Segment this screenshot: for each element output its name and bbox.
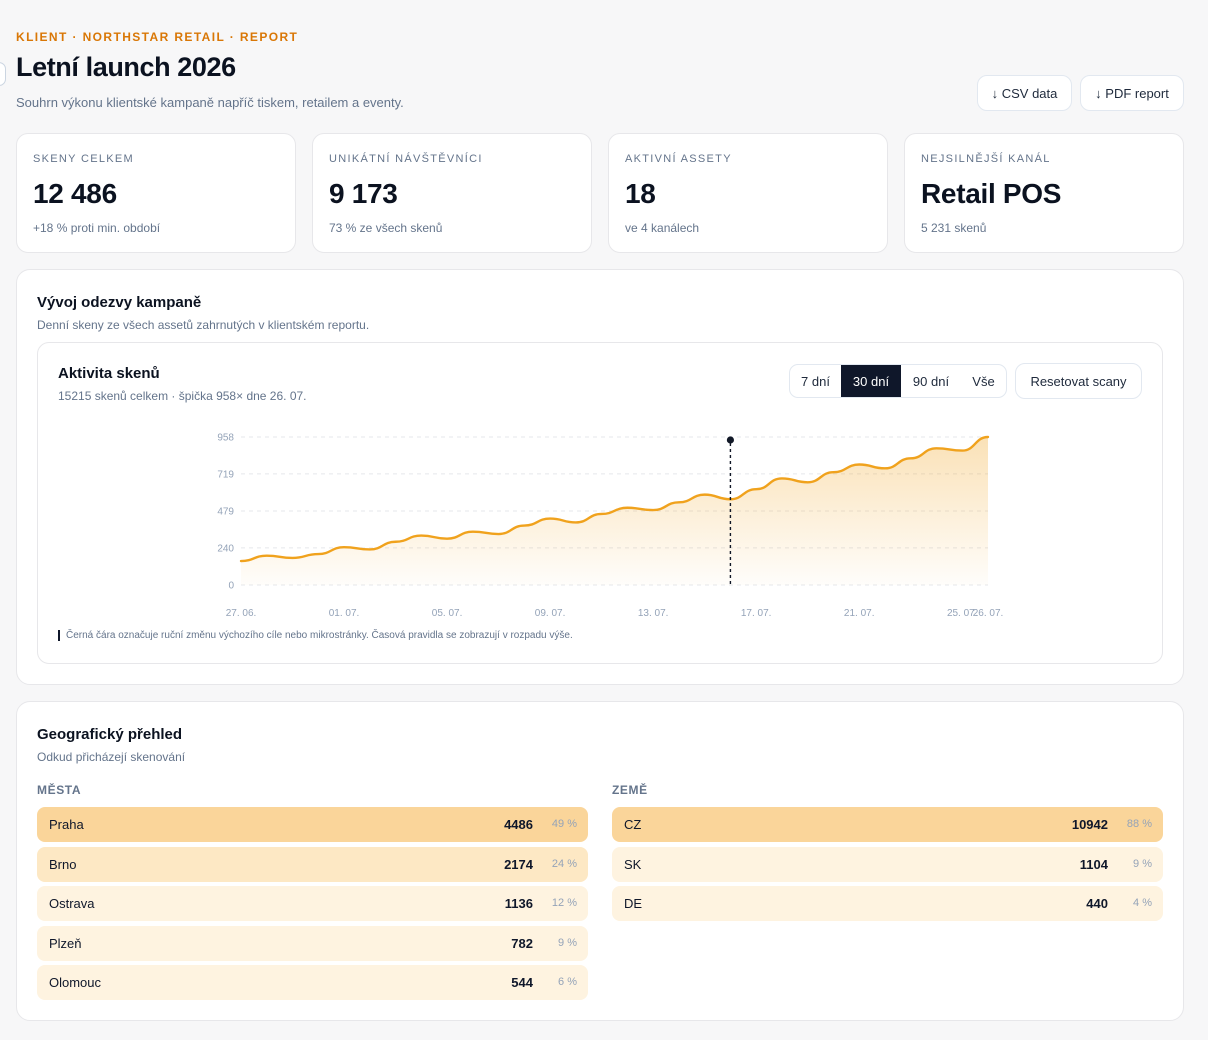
x-tick-label: 05. 07.	[432, 608, 463, 619]
country-count: 10942	[1071, 817, 1108, 832]
x-tick-label: 27. 06.	[226, 608, 257, 619]
city-percent: 24 %	[551, 857, 577, 870]
city-count: 2174	[504, 856, 533, 872]
city-count: 4486	[504, 817, 533, 832]
city-percent: 6 %	[558, 976, 577, 988]
country-row[interactable]: CZ 10942 88 %	[612, 807, 1163, 842]
kpi-label: UNIKÁTNÍ NÁVŠTĚVNÍCI	[329, 153, 483, 165]
chart-panel: 0 240 479 719 958 27. 06. 01. 07. 05. 07. 09. 07…	[37, 342, 1163, 664]
city-percent: 9 %	[558, 936, 577, 949]
country-count: 1104	[1079, 856, 1108, 872]
cities-heading: MĚSTA	[37, 783, 82, 797]
kpi-note: +18 % proti min. období	[33, 221, 161, 235]
trend-title: Vývoj odezvy kampaně	[37, 294, 202, 311]
city-percent: 49 %	[551, 818, 577, 830]
country-percent: 88 %	[1126, 818, 1152, 830]
city-name: Plzeň	[49, 935, 82, 951]
city-count: 544	[511, 975, 533, 990]
country-percent: 4 %	[1133, 897, 1152, 909]
geo-card: Geografický přehled Odkud přicházejí ske…	[16, 701, 1184, 1021]
countries-list: CZ 10942 88 % SK 1104 9 % DE 440 4 %	[612, 807, 1163, 926]
kpi-label: NEJSILNĚJŠÍ KANÁL	[921, 153, 1051, 165]
kpi-card-scans: SKENY CELKEM 12 486 +18 % proti min. obd…	[16, 133, 296, 253]
country-row[interactable]: SK 1104 9 %	[612, 846, 1163, 882]
scan-activity-chart: 0 240 479 719 958 27. 06. 01. 07. 05. 07. 09. 07…	[217, 433, 1004, 620]
x-tick-label: 21. 07.	[844, 608, 875, 619]
range-selector: 7 dní 30 dní 90 dní Vše	[789, 364, 1007, 398]
kpi-card-assets: AKTIVNÍ ASSETY 18 ve 4 kanálech	[608, 133, 888, 253]
cities-list: Praha 4486 49 % Brno 2174 24 % Ostrava 1…	[37, 807, 588, 1005]
reset-scans-button[interactable]: Resetovat scany	[1015, 363, 1142, 399]
y-tick-label: 719	[217, 469, 234, 480]
scan-line-series	[239, 435, 990, 563]
csv-download-button[interactable]: ↓ CSV data	[977, 75, 1072, 111]
city-count: 782	[511, 935, 533, 951]
city-name: Ostrava	[49, 896, 95, 911]
country-name: DE	[624, 896, 643, 911]
kpi-value: 9 173	[329, 178, 398, 209]
kpi-card-visitors: UNIKÁTNÍ NÁVŠTĚVNÍCI 9 173 73 % ze všech…	[312, 133, 592, 253]
city-row[interactable]: Plzeň 782 9 %	[37, 925, 588, 961]
kpi-note: 73 % ze všech skenů	[329, 221, 443, 235]
y-tick-label: 958	[217, 433, 234, 444]
country-percent: 9 %	[1133, 857, 1152, 870]
city-name: Olomouc	[49, 975, 102, 990]
y-tick-label: 479	[217, 507, 234, 518]
trend-card: Vývoj odezvy kampaně Denní skeny ze všec…	[16, 269, 1184, 685]
x-tick-label: 09. 07.	[535, 608, 566, 619]
x-tick-label: 25. 07.	[947, 608, 978, 619]
city-percent: 12 %	[551, 897, 577, 909]
geo-subtitle: Odkud přicházejí skenování	[37, 750, 186, 764]
city-row[interactable]: Praha 4486 49 %	[37, 807, 588, 842]
kpi-value: 12 486	[33, 178, 117, 209]
city-name: Praha	[49, 817, 84, 832]
x-tick-label: 01. 07.	[329, 608, 360, 619]
range-7-days[interactable]: 7 dní	[801, 373, 830, 389]
kpi-label: AKTIVNÍ ASSETY	[625, 153, 732, 165]
pdf-download-button[interactable]: ↓ PDF report	[1080, 75, 1184, 111]
edge-handle	[0, 62, 6, 86]
x-tick-label: 17. 07.	[741, 608, 772, 619]
range-90-days[interactable]: 90 dní	[912, 373, 950, 389]
geo-title: Geografický přehled	[37, 726, 183, 743]
city-row[interactable]: Brno 2174 24 %	[37, 846, 588, 882]
marker-line-swatch	[58, 630, 60, 641]
country-count: 440	[1086, 896, 1108, 911]
country-name: CZ	[624, 817, 642, 832]
marker-dot	[726, 436, 735, 444]
city-row[interactable]: Olomouc 544 6 %	[37, 965, 588, 1000]
country-row[interactable]: DE 440 4 %	[612, 886, 1163, 921]
trend-subtitle: Denní skeny ze všech assetů zahrnutých v…	[37, 318, 370, 332]
legend-note-text: Černá čára označuje ruční změnu výchozíh…	[66, 630, 573, 641]
range-30-days[interactable]: 30 dní	[841, 365, 901, 397]
report-eyebrow: KLIENT · NORTHSTAR RETAIL · REPORT	[16, 30, 299, 44]
y-tick-label: 0	[228, 581, 234, 592]
kpi-label: SKENY CELKEM	[33, 153, 134, 165]
page-title: Letní launch 2026	[16, 52, 236, 82]
chart-title: Aktivita skenů	[58, 365, 160, 382]
x-tick-label: 13. 07.	[638, 608, 669, 619]
page-subtitle: Souhrn výkonu klientské kampaně napříč t…	[16, 95, 404, 110]
chart-legend-note: Černá čára označuje ruční změnu výchozíh…	[58, 630, 573, 641]
kpi-note: ve 4 kanálech	[625, 221, 700, 235]
countries-heading: ZEMĚ	[612, 783, 648, 797]
city-row[interactable]: Ostrava 1136 12 %	[37, 886, 588, 921]
range-all[interactable]: Vše	[972, 373, 995, 389]
x-tick-label: 26. 07.	[973, 608, 1004, 619]
kpi-card-channel: NEJSILNĚJŠÍ KANÁL Retail POS 5 231 skenů	[904, 133, 1184, 253]
kpi-value: 18	[625, 178, 656, 209]
country-name: SK	[624, 856, 642, 872]
city-name: Brno	[49, 856, 77, 872]
city-count: 1136	[504, 896, 533, 911]
chart-subtitle: 15215 skenů celkem · špička 958× dne 26.…	[58, 389, 307, 403]
kpi-value: Retail POS	[921, 178, 1062, 209]
kpi-note: 5 231 skenů	[921, 221, 987, 235]
y-tick-label: 240	[217, 543, 234, 554]
